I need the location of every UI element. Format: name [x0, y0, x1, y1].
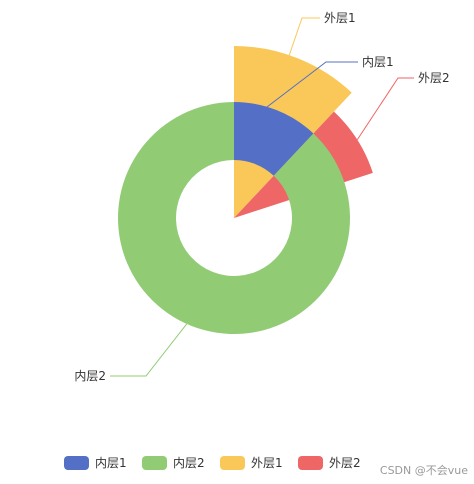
legend-swatch	[142, 456, 167, 470]
legend-label: 外层1	[251, 456, 283, 470]
legend-swatch	[298, 456, 323, 470]
inner-1-leader-line	[264, 61, 358, 109]
inner-slice-2[interactable]	[117, 102, 351, 334]
legend-swatch	[64, 456, 89, 470]
inner-2-label: 内层2	[74, 369, 106, 383]
watermark-text: CSDN @不会vue	[380, 464, 468, 477]
legend-item-1[interactable]: 内层1	[64, 456, 127, 470]
outer-1-label: 外层1	[324, 11, 356, 25]
inner-2-leader-line	[110, 323, 188, 377]
outer-1-leader-line	[286, 17, 320, 63]
inner-slice-1[interactable]	[234, 102, 314, 176]
legend-label: 内层2	[173, 456, 205, 470]
legend-item-2[interactable]: 内层2	[142, 456, 205, 470]
legend-item-4[interactable]: 外层2	[298, 456, 361, 470]
chart-labels: 外层1 内层1 外层2 内层2	[74, 11, 449, 383]
legend-label: 内层1	[95, 456, 127, 470]
legend-label: 外层2	[329, 456, 361, 470]
chart-legend[interactable]: 内层1 内层2 外层1 外层2	[64, 456, 361, 470]
inner-1-label: 内层1	[362, 55, 394, 69]
legend-item-3[interactable]: 外层1	[220, 456, 283, 470]
outer-2-leader-line	[356, 77, 414, 141]
legend-swatch	[220, 456, 245, 470]
chart-slices	[117, 46, 373, 334]
outer-2-label: 外层2	[418, 71, 450, 85]
